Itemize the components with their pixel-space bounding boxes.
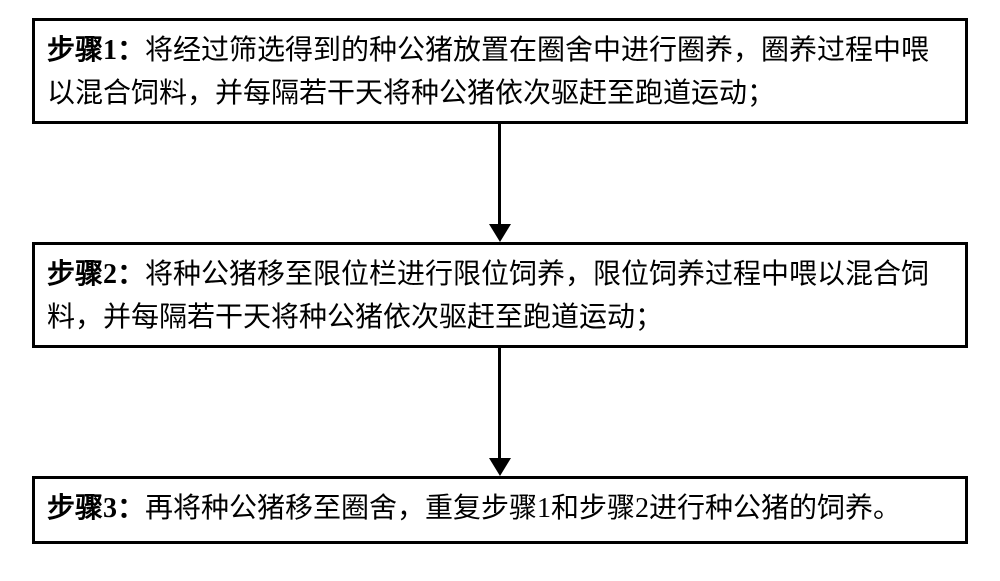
- flow-node-step2-label: 步骤2：: [47, 259, 145, 290]
- flow-node-step3: 步骤3：再将种公猪移至圈舍，重复步骤1和步骤2进行种公猪的饲养。: [32, 476, 968, 544]
- flowchart-canvas: 步骤1：将经过筛选得到的种公猪放置在圈舍中进行圈养，圈养过程中喂以混合饲料，并每…: [0, 0, 1000, 581]
- arrow-shaft-2-3: [498, 348, 501, 458]
- arrow-head-1-2: [489, 224, 511, 242]
- flow-node-step2-text: 将种公猪移至限位栏进行限位饲养，限位饲养过程中喂以混合饲料，并每隔若干天将种公猪…: [47, 259, 929, 333]
- flow-node-step2: 步骤2：将种公猪移至限位栏进行限位饲养，限位饲养过程中喂以混合饲料，并每隔若干天…: [32, 242, 968, 348]
- flow-node-step3-text: 再将种公猪移至圈舍，重复步骤1和步骤2进行种公猪的饲养。: [145, 493, 901, 524]
- flow-node-step3-label: 步骤3：: [47, 493, 145, 524]
- flow-node-step1-text: 将经过筛选得到的种公猪放置在圈舍中进行圈养，圈养过程中喂以混合饲料，并每隔若干天…: [47, 35, 929, 109]
- arrow-shaft-1-2: [498, 124, 501, 224]
- flow-node-step1-label: 步骤1：: [47, 35, 145, 66]
- arrow-head-2-3: [489, 458, 511, 476]
- flow-node-step1: 步骤1：将经过筛选得到的种公猪放置在圈舍中进行圈养，圈养过程中喂以混合饲料，并每…: [32, 18, 968, 124]
